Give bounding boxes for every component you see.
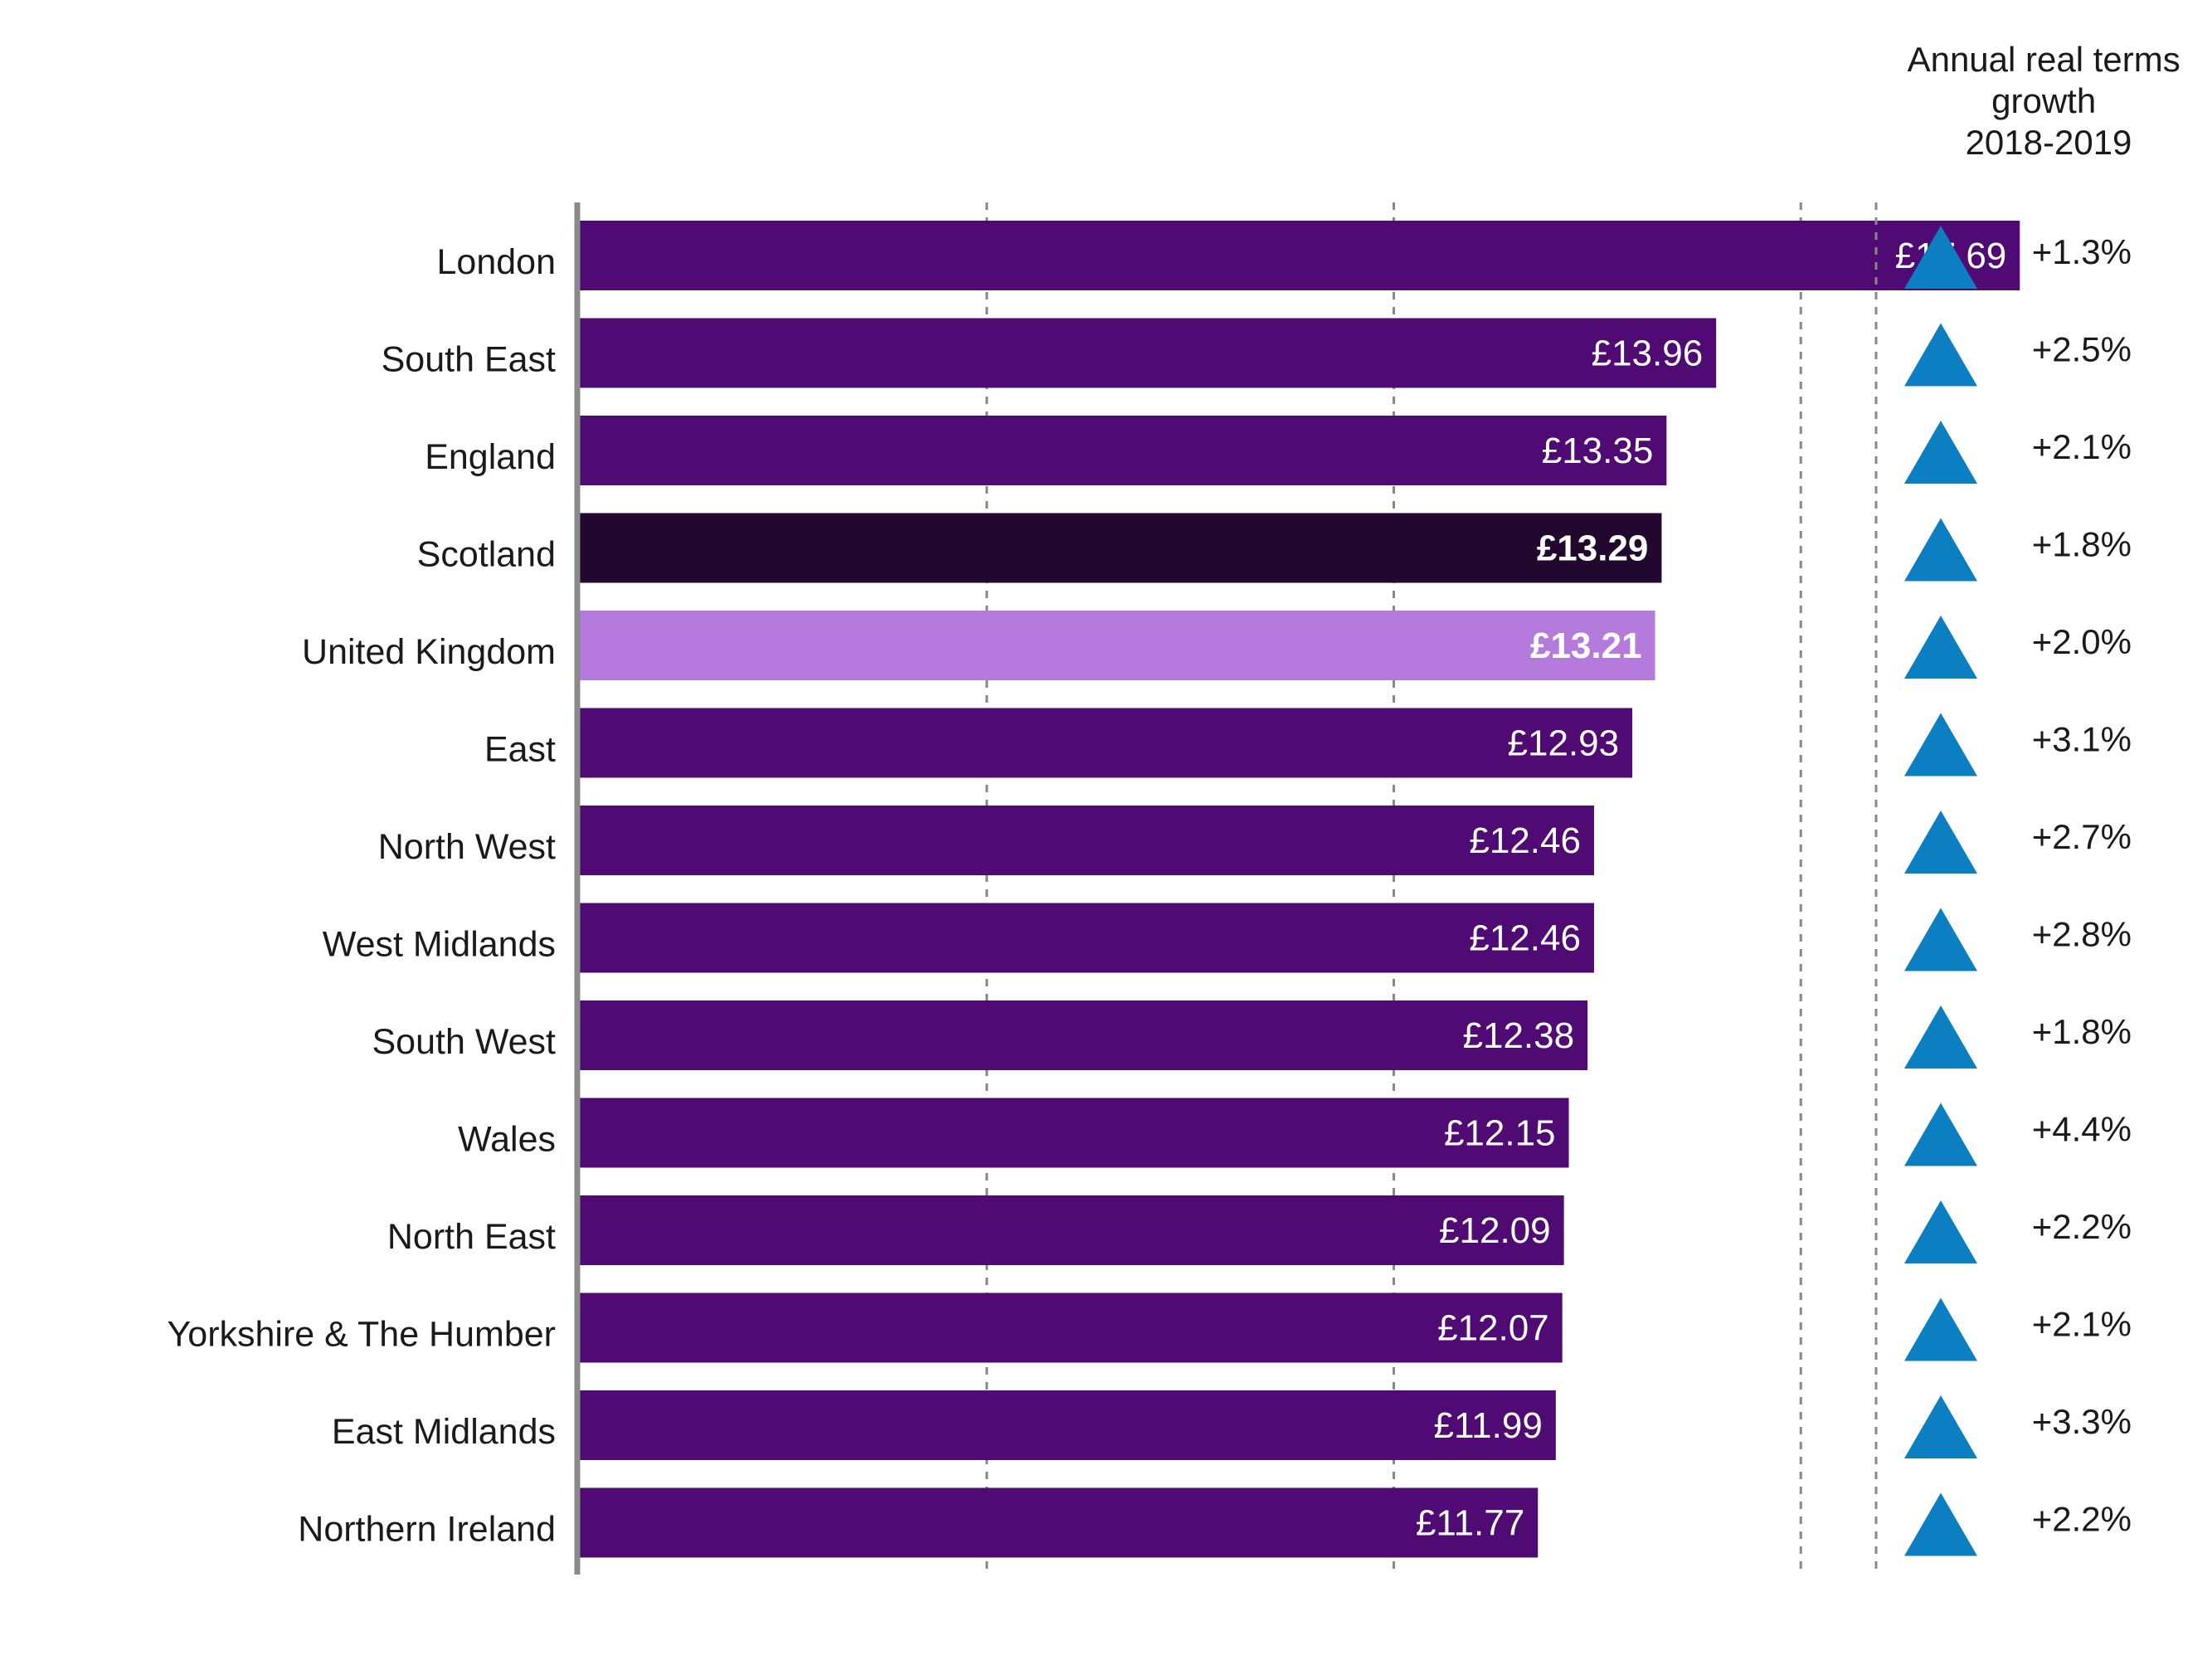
growth-column: Annual real terms growth 2018-2019 +1.3%…	[1874, 40, 2190, 1575]
bar-value-label: £12.07	[1437, 1308, 1549, 1349]
up-triangle-icon	[1904, 1103, 1977, 1166]
growth-label: +3.3%	[2032, 1402, 2132, 1441]
bar	[580, 318, 1717, 388]
bar-value-label: £12.46	[1469, 918, 1581, 959]
bar-value-label: £13.96	[1592, 333, 1704, 374]
bar-value-label: £13.21	[1530, 626, 1642, 666]
bar	[580, 708, 1633, 778]
growth-header-line-1: Annual real terms	[1908, 40, 2180, 79]
up-triangle-icon	[1904, 1395, 1977, 1458]
up-triangle-icon	[1904, 421, 1977, 484]
growth-label: +2.8%	[2032, 915, 2132, 954]
up-triangle-icon	[1904, 616, 1977, 679]
category-labels: London South East England Scotland United Ki…	[168, 242, 557, 1550]
category-label: England	[425, 437, 556, 477]
up-triangle-icon	[1904, 323, 1977, 387]
growth-label: +2.7%	[2032, 817, 2132, 856]
category-label: South East	[382, 340, 556, 380]
up-triangle-icon	[1904, 1492, 1977, 1556]
gridlines	[985, 202, 1802, 1575]
growth-label: +2.2%	[2032, 1500, 2132, 1539]
bar	[580, 806, 1594, 875]
bar	[580, 1195, 1564, 1265]
growth-label: +2.2%	[2032, 1207, 2132, 1246]
category-label: North West	[378, 827, 556, 867]
category-label: Scotland	[417, 535, 556, 575]
bar-value-label: £12.93	[1508, 723, 1620, 764]
growth-rows: +1.3% +2.5% +2.1% +1.8% +2.0% +3.1% +2.7% +2.8%…	[1904, 226, 2132, 1556]
bar-value-label: £13.35	[1542, 431, 1654, 471]
growth-label: +2.1%	[2032, 427, 2132, 466]
up-triangle-icon	[1904, 713, 1977, 776]
category-label: Yorkshire & The Humber	[168, 1315, 556, 1355]
bars	[580, 221, 2020, 1558]
growth-label: +3.1%	[2032, 720, 2132, 759]
up-triangle-icon	[1904, 1200, 1977, 1263]
growth-label: +2.1%	[2032, 1305, 2132, 1344]
bar-value-label: £12.46	[1469, 820, 1581, 861]
growth-label: +2.5%	[2032, 330, 2132, 369]
bar	[580, 1487, 1539, 1558]
bar-value-labels: £17.69£13.96£13.35£13.29£13.21£12.93£12.…	[1416, 236, 2006, 1544]
category-label: East Midlands	[332, 1412, 556, 1452]
category-label: United Kingdom	[302, 632, 556, 672]
growth-label: +1.8%	[2032, 1012, 2132, 1051]
bar	[580, 1292, 1563, 1363]
up-triangle-icon	[1904, 518, 1977, 582]
category-label: Wales	[458, 1120, 556, 1160]
bar	[580, 221, 2020, 290]
category-label: East	[484, 730, 556, 770]
bar	[580, 1390, 1556, 1460]
growth-label: +4.4%	[2032, 1110, 2132, 1149]
growth-label: +1.8%	[2032, 525, 2132, 564]
category-label: London	[437, 242, 557, 282]
bar	[580, 416, 1667, 485]
up-triangle-icon	[1904, 226, 1977, 289]
bar	[580, 513, 1662, 583]
bar-value-label: £12.09	[1439, 1210, 1551, 1251]
bar	[580, 1098, 1569, 1168]
growth-label: +1.3%	[2032, 232, 2132, 271]
bar	[580, 903, 1594, 973]
category-label: West Midlands	[323, 925, 556, 965]
bar	[580, 1000, 1588, 1070]
up-triangle-icon	[1904, 1005, 1977, 1069]
bar-value-label: £13.29	[1537, 528, 1649, 569]
bar-value-label: £11.99	[1434, 1405, 1543, 1446]
growth-header: Annual real terms growth 2018-2019	[1908, 40, 2190, 162]
category-label: Northern Ireland	[298, 1510, 556, 1550]
bar-value-label: £12.38	[1463, 1015, 1575, 1056]
up-triangle-icon	[1904, 811, 1977, 874]
growth-label: +2.0%	[2032, 622, 2132, 661]
up-triangle-icon	[1904, 908, 1977, 971]
bar-value-label: £12.15	[1444, 1113, 1556, 1154]
category-label: South West	[372, 1022, 557, 1062]
growth-header-line-2: growth	[1991, 81, 2096, 120]
category-label: North East	[387, 1217, 556, 1257]
growth-header-line-3: 2018-2019	[1966, 123, 2132, 162]
bar-value-label: £11.77	[1416, 1503, 1524, 1544]
bar	[580, 611, 1655, 680]
up-triangle-icon	[1904, 1297, 1977, 1361]
